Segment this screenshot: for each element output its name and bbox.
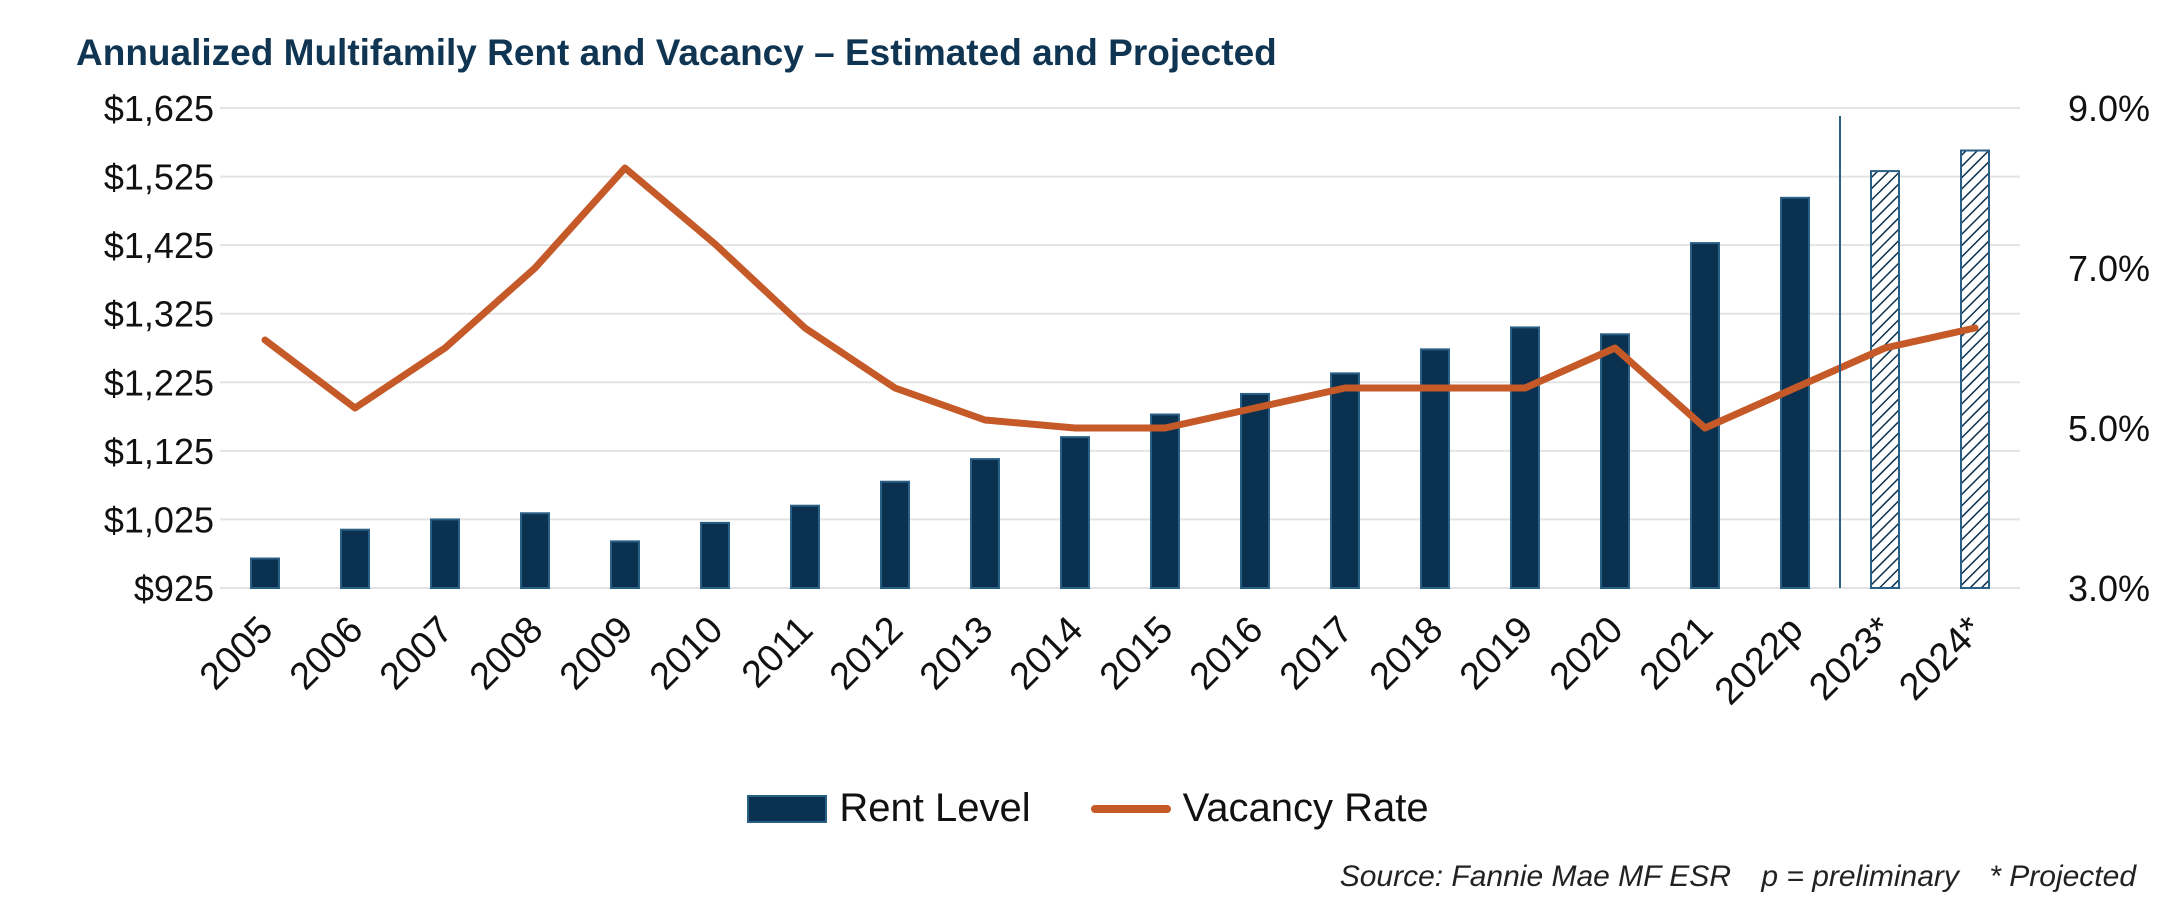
x-tick-label: 2016 [1182, 609, 1271, 698]
vacancy-line-group [261, 164, 1979, 432]
vacancy-point [1252, 405, 1258, 411]
grid-lines [220, 107, 2020, 589]
rent-bar [1240, 392, 1270, 590]
right-tick-label: 9.0% [2068, 88, 2150, 129]
rent-bar [610, 540, 640, 589]
left-tick-label: $1,425 [104, 225, 214, 266]
rent-bars [250, 149, 1990, 590]
vacancy-point [532, 265, 538, 271]
rent-bar [700, 521, 730, 589]
vacancy-point [1792, 385, 1798, 391]
rent-bar [970, 458, 1000, 590]
x-tick-label: 2019 [1452, 609, 1541, 698]
vacancy-point [442, 345, 448, 351]
x-tick-label: 2023* [1801, 609, 1901, 709]
vacancy-point [802, 325, 808, 331]
x-tick-label: 2017 [1272, 609, 1361, 698]
legend-item-vacancy: Vacancy Rate [1090, 786, 1429, 831]
rent-bar [1600, 333, 1630, 589]
vacancy-point [1882, 345, 1888, 351]
projected-rent-bar [1960, 149, 1990, 589]
right-tick-label: 3.0% [2068, 568, 2150, 609]
preliminary-note: p = preliminary [1761, 860, 1959, 893]
legend-swatch-vacancy [1090, 804, 1171, 813]
rent-bar [1150, 413, 1180, 589]
x-tick-label: 2014 [1002, 609, 1091, 698]
projected-note: * Projected [1989, 860, 2136, 893]
x-tick-label: 2007 [372, 609, 461, 698]
rent-bar [1060, 436, 1090, 589]
vacancy-point [892, 385, 898, 391]
vacancy-point [262, 337, 268, 343]
legend-swatch-rent [747, 794, 828, 823]
x-tick-label: 2012 [822, 609, 911, 698]
x-tick-label: 2024* [1891, 609, 1991, 709]
left-tick-label: $1,625 [104, 88, 214, 129]
vacancy-point [1612, 345, 1618, 351]
vacancy-point [1342, 385, 1348, 391]
x-tick-label: 2020 [1542, 609, 1631, 698]
vacancy-point [1522, 385, 1528, 391]
vacancy-point [1162, 425, 1168, 431]
x-tick-label: 2011 [734, 609, 821, 696]
vacancy-point [1972, 325, 1978, 331]
x-tick-label: 2015 [1092, 609, 1181, 698]
right-tick-label: 5.0% [2068, 408, 2150, 449]
left-tick-label: $1,025 [104, 499, 214, 540]
x-tick-label: 2008 [462, 609, 551, 698]
rent-bar [430, 518, 460, 590]
x-tick-label: 2010 [642, 609, 731, 698]
x-tick-label: 2006 [282, 609, 371, 698]
rent-bar [1330, 372, 1360, 589]
rent-bar [1510, 326, 1540, 589]
rent-bar [340, 528, 370, 590]
legend-label-rent: Rent Level [839, 786, 1031, 830]
vacancy-point [712, 241, 718, 247]
vacancy-point [352, 405, 358, 411]
chart-title: Annualized Multifamily Rent and Vacancy … [76, 32, 1277, 73]
left-tick-label: $925 [134, 568, 214, 609]
rent-bar [880, 480, 910, 590]
x-tick-label: 2022p [1707, 609, 1811, 713]
vacancy-rate-line [261, 164, 1979, 432]
left-tick-label: $1,325 [104, 294, 214, 335]
vacancy-point [1072, 425, 1078, 431]
vacancy-point [982, 417, 988, 423]
x-tick-label: 2018 [1362, 609, 1451, 698]
x-tick-label: 2005 [192, 609, 281, 698]
rent-bar [250, 557, 280, 589]
vacancy-point [622, 165, 628, 171]
legend: Rent Level Vacancy Rate [0, 786, 2176, 831]
rent-bar [790, 504, 820, 590]
rent-bar [520, 512, 550, 589]
left-tick-label: $1,225 [104, 362, 214, 403]
x-tick-label: 2013 [912, 609, 1001, 698]
legend-label-vacancy: Vacancy Rate [1182, 786, 1429, 830]
axes: $925 $1,025 $1,125 $1,225 $1,325 $1,425 $1,525… [104, 88, 2150, 713]
legend-item-rent: Rent Level [747, 786, 1031, 831]
source-note: Source: Fannie Mae MF ESR p = preliminar… [1318, 860, 2136, 894]
left-tick-label: $1,525 [104, 157, 214, 198]
x-tick-label: 2009 [552, 609, 641, 698]
projected-rent-bar [1870, 170, 1900, 589]
vacancy-point [1702, 425, 1708, 431]
right-tick-label: 7.0% [2068, 248, 2150, 289]
source-text: Source: Fannie Mae MF ESR [1339, 860, 1731, 893]
left-tick-label: $1,125 [104, 431, 214, 472]
vacancy-point [1432, 385, 1438, 391]
